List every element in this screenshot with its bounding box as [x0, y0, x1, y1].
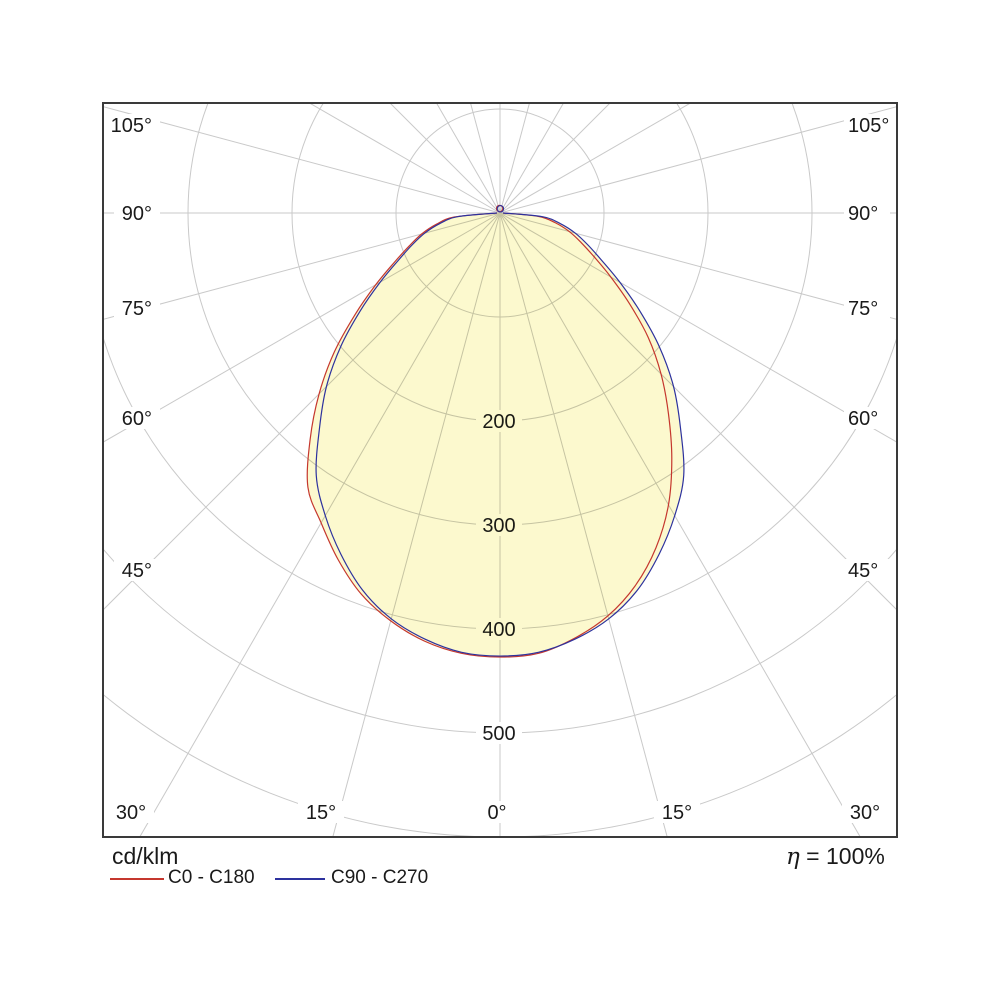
legend-label-c0-c180: C0 - C180 — [168, 867, 255, 888]
angle-label: 45° — [848, 560, 878, 582]
angle-label-bg — [842, 801, 888, 823]
angle-label: 0° — [487, 802, 506, 824]
angle-label-bg — [114, 202, 160, 224]
angle-label: 75° — [122, 298, 152, 320]
grid-radial — [104, 212, 501, 443]
angle-label-bg — [106, 114, 160, 136]
angle-label-bg — [844, 559, 890, 581]
grid-radial — [499, 106, 896, 214]
angle-label: 90° — [122, 203, 152, 225]
curve-c0-c180 — [306, 212, 673, 658]
legend-line-c90-c270-icon — [275, 878, 325, 880]
angle-label: 60° — [848, 408, 878, 430]
angle-label: 15° — [662, 802, 692, 824]
legend-label-c90-c270: C90 - C270 — [331, 867, 429, 888]
light-distribution-fill — [307, 212, 684, 658]
angle-label-bg — [654, 801, 700, 823]
grid-radial — [499, 104, 564, 214]
angle-label: 75° — [848, 298, 878, 320]
angle-label: 30° — [116, 802, 146, 824]
grid-radial — [499, 104, 530, 214]
curve-c90-c270 — [315, 212, 685, 657]
angle-label-bg — [298, 801, 344, 823]
grid-radial — [436, 104, 501, 214]
grid-radial — [310, 104, 501, 214]
angle-label-bg — [480, 801, 514, 823]
angle-label: 30° — [850, 802, 880, 824]
eta-symbol: η — [786, 844, 800, 870]
grid-radial — [499, 212, 896, 443]
angle-label-bg — [844, 297, 890, 319]
angle-label: 45° — [122, 560, 152, 582]
chart-frame — [102, 102, 898, 838]
angle-label-bg — [114, 407, 160, 429]
angle-label-bg — [844, 407, 890, 429]
angle-label-bg — [844, 202, 890, 224]
angle-label: 105° — [111, 115, 152, 137]
ring-label-bg — [476, 722, 522, 744]
efficiency-value: = 100% — [806, 843, 885, 869]
angle-label-bg — [114, 297, 160, 319]
units-label: cd/klm — [112, 843, 179, 869]
grid-radial — [499, 212, 896, 320]
grid-radial — [390, 104, 501, 214]
origin-marker-icon — [496, 205, 505, 213]
grid-radial — [104, 212, 501, 320]
angle-label: 60° — [122, 408, 152, 430]
legend-line-c0-c180-icon — [110, 878, 164, 880]
angle-label: 15° — [306, 802, 336, 824]
angle-label-bg — [108, 801, 154, 823]
ring-label: 500 — [482, 723, 515, 745]
angle-labels: 105° 90° 75° 60° 45° 45° 60° 75° 90° 105° 30° 15° 0°… — [106, 114, 898, 824]
grid-radial — [499, 104, 690, 214]
efficiency-label: η = 100% — [786, 844, 885, 869]
grid-radial — [470, 104, 501, 214]
grid-radial — [499, 104, 610, 214]
angle-label: 105° — [848, 115, 889, 137]
angle-label-bg — [844, 114, 898, 136]
angle-label-bg — [114, 559, 160, 581]
grid-radial — [104, 106, 501, 214]
angle-label: 90° — [848, 203, 878, 225]
